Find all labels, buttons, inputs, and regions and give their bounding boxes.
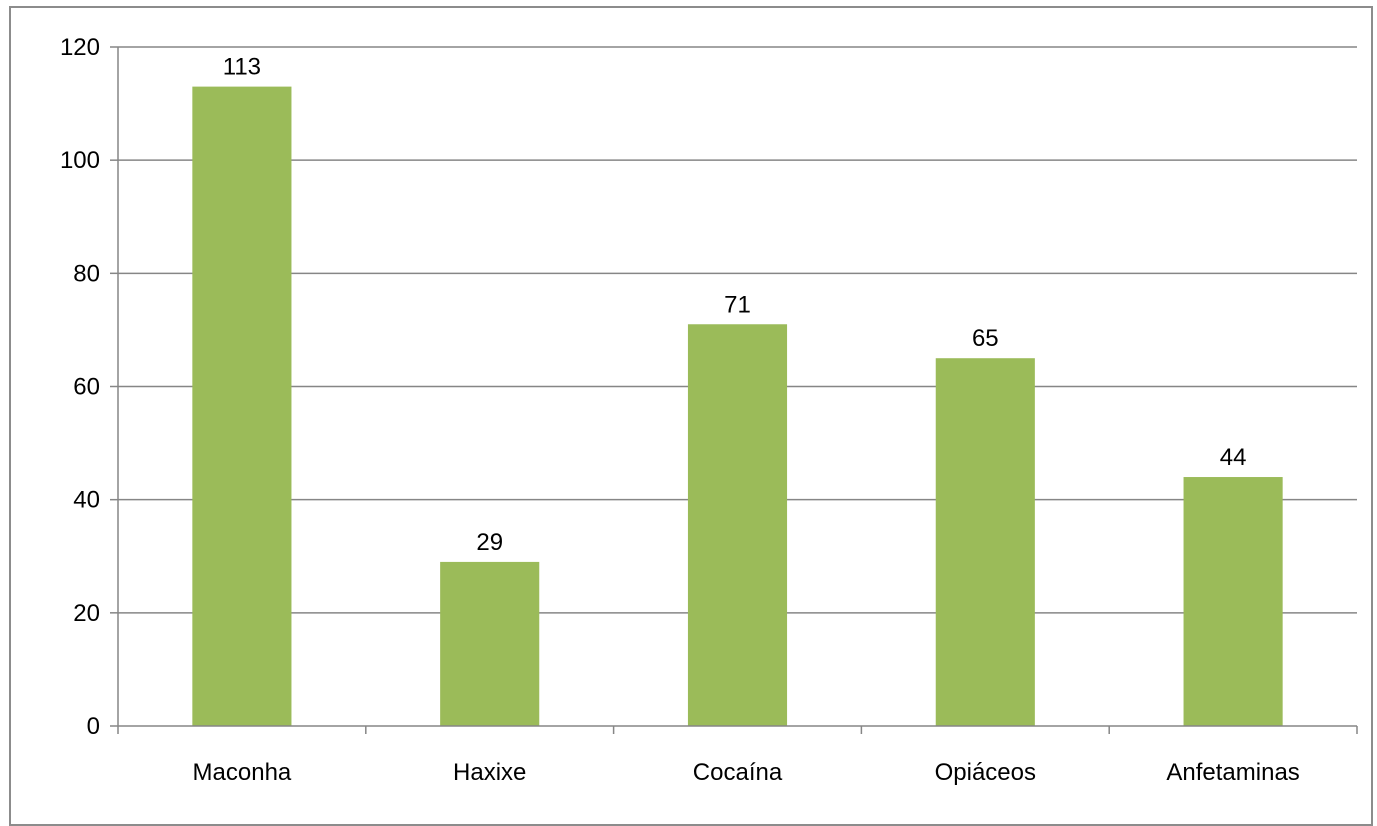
y-tick-label: 80 [73, 260, 100, 287]
data-label: 65 [972, 325, 999, 352]
y-tick-label: 100 [60, 147, 100, 174]
bar-coca-na [687, 324, 788, 726]
data-label: 44 [1220, 444, 1247, 471]
y-tick-label: 60 [73, 374, 100, 401]
gridlines [118, 46, 1357, 614]
bar-chart: 0 20 40 60 80 100 120 113 Maconha 29 Haxixe 71 Cocaí… [60, 34, 1358, 786]
data-label: 113 [223, 54, 261, 81]
data-label: 29 [476, 529, 503, 556]
labels: 0 20 40 60 80 100 120 113 Maconha 29 Haxixe 71 Cocaí… [60, 34, 1300, 786]
axes [110, 46, 1358, 734]
y-tick-label: 120 [60, 34, 100, 61]
x-tick-label: Anfetaminas [1166, 759, 1299, 786]
bars [192, 86, 1283, 726]
data-label: 71 [724, 291, 751, 318]
x-tick-label: Cocaína [693, 759, 783, 786]
bar-maconha [192, 86, 292, 726]
x-tick-label: Maconha [193, 759, 292, 786]
x-tick-label: Opiáceos [935, 759, 1036, 786]
y-tick-label: 20 [73, 600, 100, 627]
x-tick-label: Haxixe [453, 759, 526, 786]
y-tick-label: 40 [73, 487, 100, 514]
bar-anfetaminas [1183, 477, 1283, 726]
bar-opi-ceos [935, 358, 1035, 726]
bar-haxixe [440, 561, 540, 726]
y-tick-label: 0 [87, 713, 100, 740]
